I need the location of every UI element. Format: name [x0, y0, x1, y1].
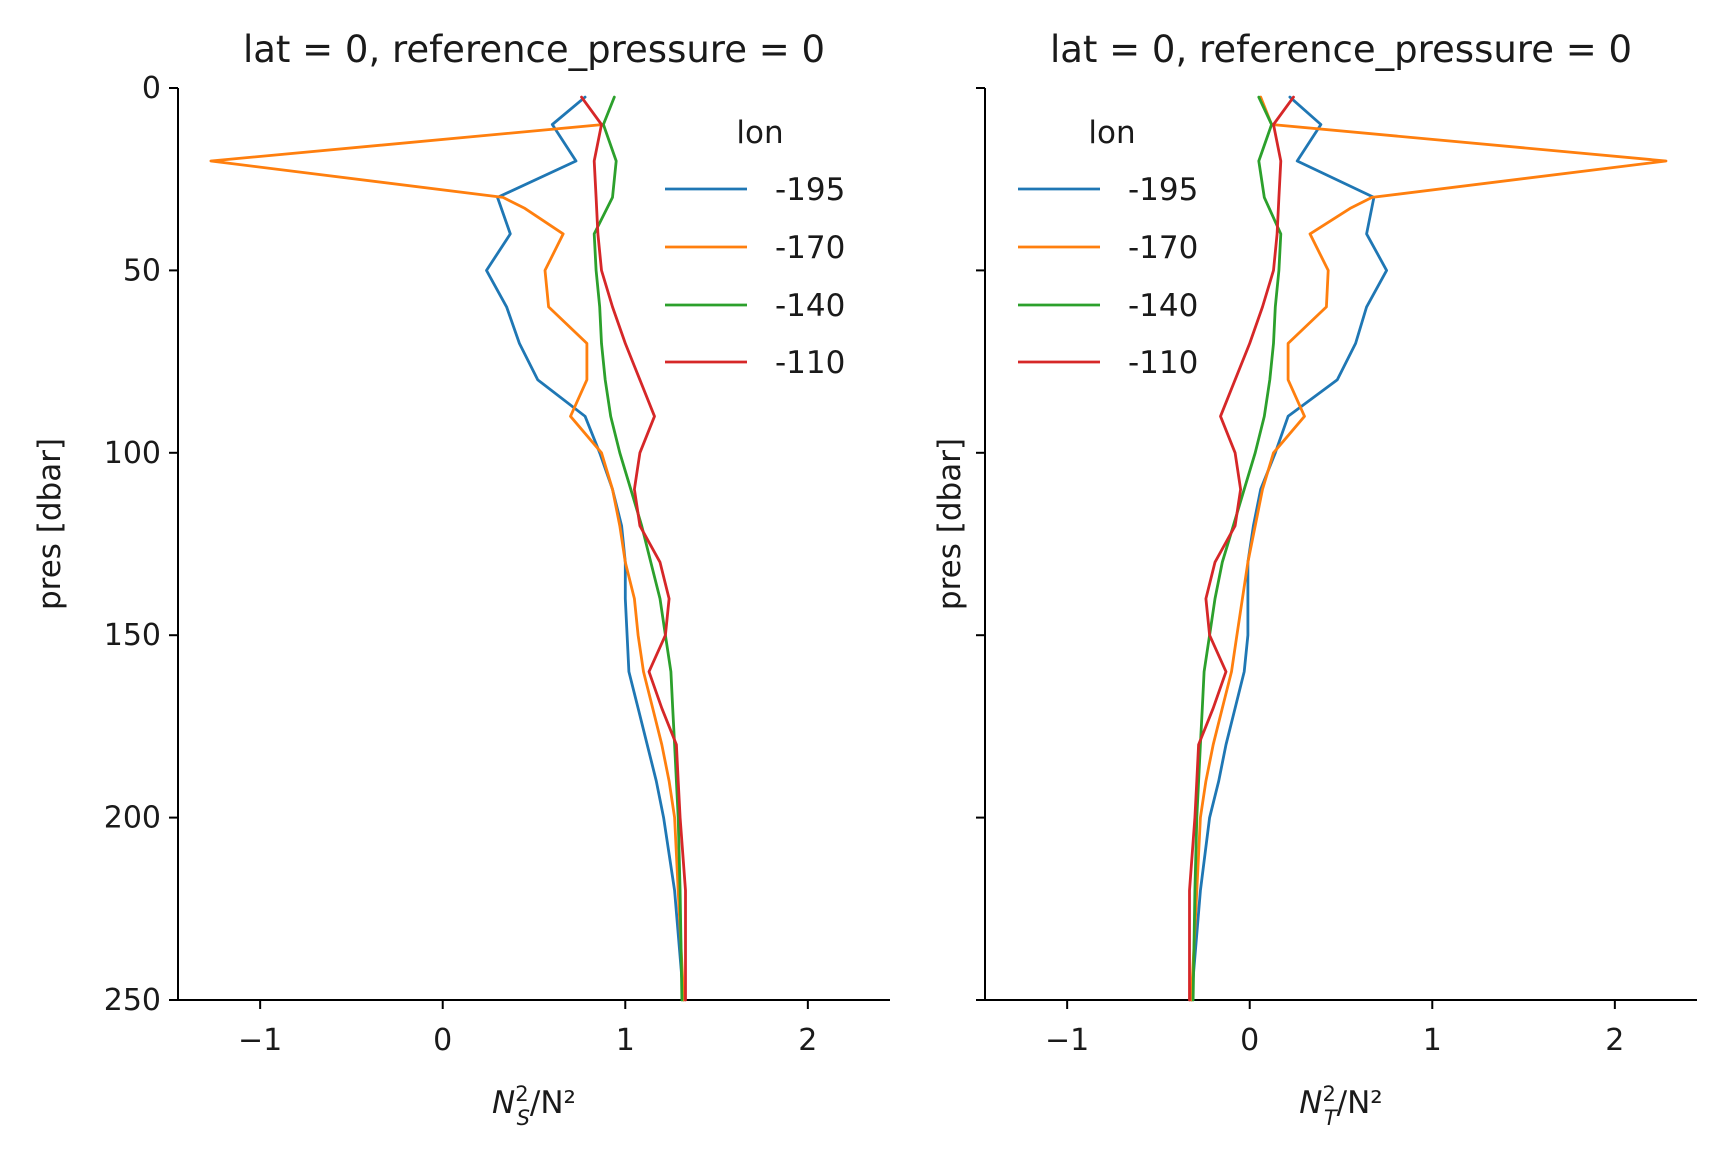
y-tick-label: 0: [142, 71, 161, 106]
y-axis-label: pres [dbar]: [932, 438, 968, 610]
legend-label: -110: [1128, 345, 1198, 381]
legend-title: lon: [736, 115, 783, 151]
y-tick-label: 150: [104, 618, 161, 653]
chart-panel-2: lat = 0, reference_pressure = 0 −1 0 1 2 pres…: [932, 28, 1697, 1130]
series-line-neg170: [209, 123, 686, 1002]
y-tick-label: 250: [104, 983, 161, 1018]
series-line-neg140: [592, 95, 684, 1002]
series-line-neg110: [1188, 95, 1295, 1002]
x-axis-label-subscript: T: [1324, 1106, 1339, 1130]
series-line-neg140: [1191, 95, 1283, 1002]
series-line-neg195: [1189, 95, 1388, 1002]
x-axis-label-subscript: S: [517, 1106, 530, 1130]
series-line-neg195: [485, 95, 686, 1002]
legend: lon -195 -170 -140 -110: [1018, 115, 1198, 381]
legend-label: -110: [775, 345, 845, 381]
legend-label: -140: [775, 288, 845, 324]
chart-title: lat = 0, reference_pressure = 0: [1050, 28, 1632, 71]
x-tick-label: 1: [1423, 1023, 1442, 1058]
x-tick-label: −1: [238, 1023, 282, 1058]
x-axis-label-superscript: 2: [1322, 1082, 1335, 1106]
y-tick-label: 200: [104, 801, 161, 836]
y-tick-label: 50: [123, 253, 161, 288]
legend-label: -140: [1128, 288, 1198, 324]
legend-title: lon: [1088, 115, 1135, 151]
legend-label: -195: [775, 172, 845, 208]
x-tick-label: 2: [798, 1023, 817, 1058]
legend-label: -170: [1128, 230, 1198, 266]
chart-panel-1: lat = 0, reference_pressure = 0 −1 0 1 2 0 50 1…: [32, 28, 890, 1130]
x-axis-label: N2 S/N²: [492, 1082, 576, 1130]
x-tick-label: 0: [433, 1023, 452, 1058]
legend: lon -195 -170 -140 -110: [665, 115, 845, 381]
x-axis-label-main: N: [1299, 1085, 1322, 1121]
x-axis-label: N2 T/N²: [1299, 1082, 1382, 1130]
x-tick-label: 0: [1240, 1023, 1259, 1058]
x-axis-label-tail: /N²: [1337, 1085, 1383, 1121]
x-tick-label: 1: [616, 1023, 635, 1058]
legend-label: -170: [775, 230, 845, 266]
chart-title: lat = 0, reference_pressure = 0: [243, 28, 825, 71]
legend-label: -195: [1128, 172, 1198, 208]
x-tick-label: −1: [1045, 1023, 1089, 1058]
series-line-neg110: [580, 95, 687, 1002]
series-line-neg170: [1189, 95, 1668, 1002]
x-tick-label: 2: [1605, 1023, 1624, 1058]
x-axis-label-tail: /N²: [530, 1085, 576, 1121]
y-axis-label: pres [dbar]: [32, 438, 68, 610]
y-tick-label: 100: [104, 436, 161, 471]
x-axis-label-superscript: 2: [515, 1082, 528, 1106]
x-axis-label-main: N: [492, 1085, 515, 1121]
